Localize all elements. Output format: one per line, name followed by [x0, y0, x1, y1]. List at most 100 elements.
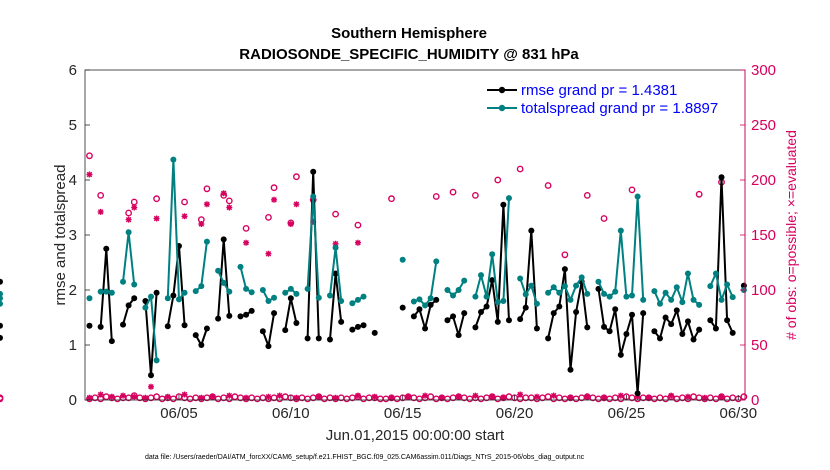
- rmse-point: [226, 312, 233, 319]
- obs-possible-marker: [265, 213, 272, 221]
- totalspread-point: [181, 289, 188, 296]
- chart-title: Southern Hemisphere: [331, 25, 487, 42]
- left-tick-label: 4: [69, 172, 77, 189]
- rmse-point: [282, 327, 289, 334]
- rmse-point: [483, 303, 490, 310]
- obs-evaluated-low-marker: [388, 394, 395, 401]
- obs-evaluated-low-marker: [601, 394, 608, 401]
- totalspread-point: [399, 256, 406, 263]
- left-tick-label: 2: [69, 282, 77, 299]
- rmse-point: [533, 325, 540, 332]
- rmse-point: [271, 310, 278, 317]
- totalspread-point: [226, 288, 233, 295]
- obs-evaluated-low-marker: [550, 392, 557, 399]
- totalspread-point: [729, 294, 736, 301]
- rmse-point: [489, 277, 496, 284]
- obs-evaluated-marker: [243, 239, 250, 246]
- rmse-point: [656, 335, 663, 342]
- obs-possible-marker: [293, 173, 300, 181]
- obs-evaluated-marker: [226, 204, 233, 211]
- x-tick-label: 06/15: [384, 405, 422, 422]
- totalspread-point: [198, 283, 205, 290]
- rmse-point: [259, 328, 266, 335]
- rmse-point: [326, 336, 333, 343]
- rmse-point: [203, 325, 210, 332]
- totalspread-point: [494, 299, 501, 306]
- rmse-point: [181, 322, 188, 329]
- totalspread-point: [673, 284, 680, 291]
- obs-evaluated-marker: [293, 201, 300, 208]
- totalspread-point: [634, 193, 641, 200]
- rmse-point: [304, 335, 311, 342]
- rmse-point: [142, 298, 149, 304]
- obs-evaluated-low-marker: [198, 394, 205, 401]
- obs-evaluated-low-marker: [315, 393, 322, 400]
- totalspread-point: [662, 289, 669, 296]
- obs-evaluated-low-marker: [500, 394, 507, 401]
- obs-evaluated-low-marker: [617, 392, 624, 399]
- obs-evaluated-low-marker: [533, 393, 540, 400]
- totalspread-point: [601, 290, 608, 297]
- obs-evaluated-low-marker: [684, 393, 691, 400]
- obs-evaluated-marker: [271, 196, 278, 203]
- obs-possible-low-marker: [0, 395, 4, 403]
- obs-evaluated-marker: [332, 240, 339, 247]
- totalspread-point: [192, 288, 199, 295]
- totalspread-point: [287, 285, 294, 292]
- obs-evaluated-low-marker: [472, 392, 479, 399]
- totalspread-point: [550, 284, 557, 291]
- rmse-point: [164, 323, 171, 330]
- totalspread-point: [175, 296, 182, 303]
- x-tick-label: 06/10: [272, 405, 310, 422]
- rmse-point: [192, 332, 199, 339]
- obs-evaluated-marker: [220, 190, 227, 197]
- obs-evaluated-marker: [131, 204, 138, 211]
- totalspread-point: [326, 292, 333, 299]
- obs-evaluated-low-marker: [181, 391, 188, 398]
- left-tick-label: 3: [69, 227, 77, 244]
- obs-possible-marker: [544, 182, 552, 189]
- obs-evaluated-low-marker: [489, 393, 496, 400]
- rmse-point: [528, 227, 535, 234]
- totalspread-point: [707, 283, 714, 290]
- totalspread-point: [170, 156, 177, 163]
- obs-possible-marker: [472, 191, 479, 199]
- right-tick-label: 150: [751, 227, 776, 244]
- obs-evaluated-low-marker: [108, 393, 115, 400]
- rmse-point: [461, 310, 468, 317]
- rmse-point: [640, 310, 647, 317]
- obs-evaluated-low-marker: [422, 392, 429, 399]
- obs-evaluated-low-marker: [97, 391, 104, 398]
- totalspread-point: [690, 296, 697, 303]
- obs-evaluated-marker: [287, 221, 294, 227]
- rmse-point: [617, 351, 624, 358]
- obs-evaluated-low-marker: [718, 393, 725, 400]
- rmse-point: [718, 174, 725, 181]
- totalspread-point: [651, 288, 658, 295]
- totalspread-point: [265, 298, 272, 304]
- rmse-point: [410, 313, 417, 320]
- rmse-point: [612, 306, 619, 313]
- totalspread-point: [712, 270, 719, 277]
- obs-evaluated-low-marker: [120, 392, 127, 399]
- obs-evaluated-low-marker: [131, 393, 138, 400]
- obs-possible-marker: [561, 251, 569, 259]
- right-axis: 0 50 100 150 200 250 300: [740, 62, 776, 409]
- obs-possible-marker: [449, 188, 457, 196]
- obs-evaluated-marker: [265, 250, 272, 257]
- obs-possible-marker: [600, 215, 608, 222]
- rmse-point: [265, 343, 272, 350]
- rmse-point: [679, 331, 686, 337]
- obs-evaluated-low-marker: [371, 393, 378, 400]
- totalspread-point: [293, 290, 300, 297]
- obs-possible-marker: [432, 193, 440, 200]
- totalspread-point: [203, 238, 210, 245]
- rmse-point: [371, 329, 378, 336]
- legend-box: [482, 78, 740, 120]
- obs-evaluated-low-marker: [438, 394, 445, 401]
- totalspread-point: [483, 293, 490, 300]
- totalspread-point: [629, 292, 636, 299]
- totalspread-point: [684, 270, 691, 277]
- rmse-point: [338, 318, 345, 325]
